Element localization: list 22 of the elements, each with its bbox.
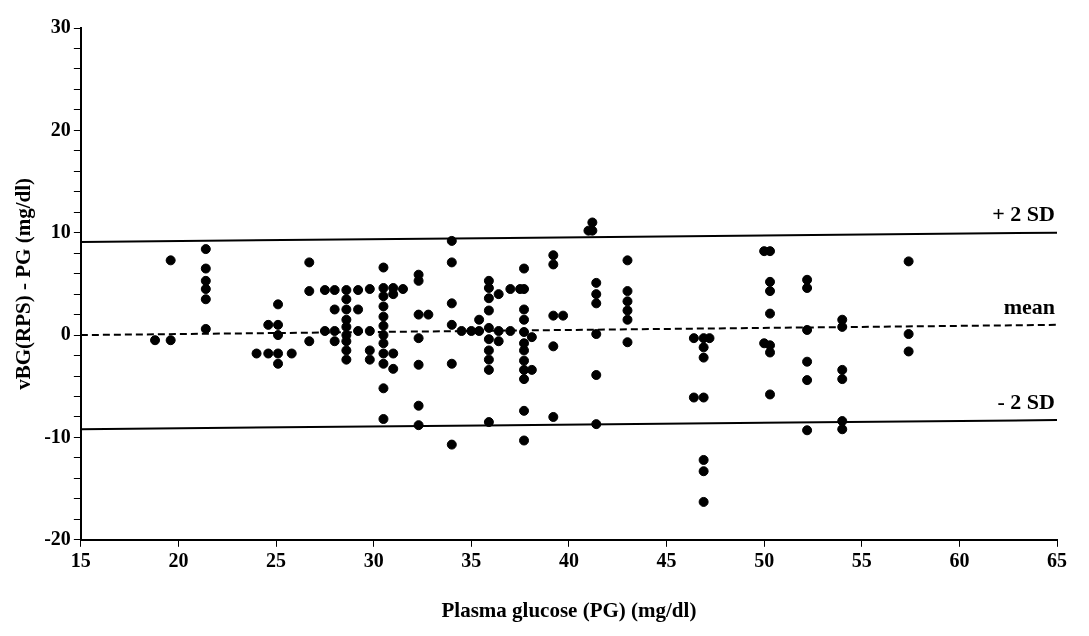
y-tick-label: 0 bbox=[60, 322, 71, 345]
x-tick-label: 35 bbox=[461, 548, 482, 571]
x-tick-label: 25 bbox=[266, 548, 287, 571]
x-tick-label: 20 bbox=[168, 548, 189, 571]
series-label: + 2 SD bbox=[992, 201, 1055, 227]
x-tick-label: 45 bbox=[656, 548, 677, 571]
series-label: - 2 SD bbox=[997, 388, 1055, 414]
y-tick-label: -10 bbox=[44, 424, 71, 447]
series-label: mean bbox=[1003, 293, 1055, 319]
x-tick-label: 50 bbox=[754, 548, 775, 571]
y-tick-label: 10 bbox=[50, 219, 71, 242]
y-tick-label: 20 bbox=[50, 117, 71, 140]
x-tick-label: 30 bbox=[363, 548, 384, 571]
x-tick-label: 40 bbox=[558, 548, 579, 571]
y-axis-title: vBG(RPS) - PG (mg/dl) bbox=[11, 178, 36, 390]
y-tick-label: -20 bbox=[44, 526, 71, 549]
x-tick-label: 55 bbox=[851, 548, 872, 571]
x-tick-label: 15 bbox=[70, 548, 91, 571]
x-tick-label: 60 bbox=[949, 548, 970, 571]
x-axis-title: Plasma glucose (PG) (mg/dl) bbox=[441, 597, 697, 622]
y-tick-label: 30 bbox=[50, 15, 71, 38]
x-tick-label: 65 bbox=[1047, 548, 1067, 571]
